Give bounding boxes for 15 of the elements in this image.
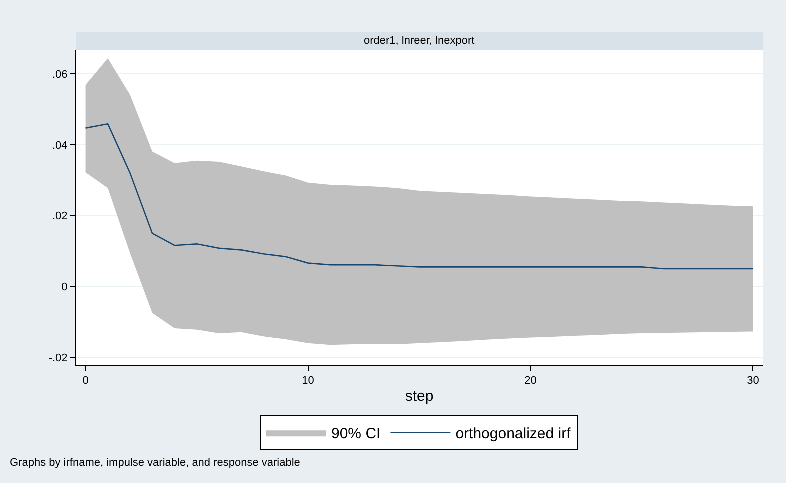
y-tick-label: .02 [52,210,68,223]
legend-label: orthogonalized irf [456,426,572,442]
y-tick-label: .04 [52,140,68,152]
x-axis-title: step [405,388,434,406]
y-tick-label: 0 [62,282,68,294]
y-tick-label: -.02 [48,352,68,364]
text: Graphs by irfname, impulse variable, and response variable [10,457,300,469]
y-tick-label: .06 [52,68,68,81]
x-tick-label: 0 [82,375,89,388]
x-tick-label: 20 [524,375,537,388]
chart-title: order1, lnreer, lnexport [364,35,475,47]
x-tick-label: 10 [302,375,314,388]
line-series [85,123,754,270]
x-tick-label: 30 [747,375,760,388]
legend-title: 90% CI [332,426,381,442]
